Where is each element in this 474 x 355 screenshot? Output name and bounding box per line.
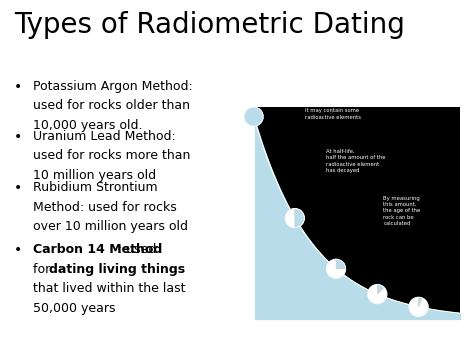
Text: dating living things: dating living things (49, 263, 185, 276)
Text: used for rocks older than: used for rocks older than (33, 99, 190, 113)
Text: Method: used for rocks: Method: used for rocks (33, 201, 177, 214)
Wedge shape (244, 107, 263, 126)
Text: that lived within the last: that lived within the last (33, 282, 186, 295)
Wedge shape (419, 297, 422, 307)
X-axis label: Time (half-lives): Time (half-lives) (332, 332, 382, 337)
Text: 10,000 years old.: 10,000 years old. (33, 119, 143, 132)
Text: •: • (14, 80, 22, 94)
Wedge shape (409, 297, 428, 316)
Text: used for rocks more than: used for rocks more than (33, 149, 191, 162)
Wedge shape (368, 285, 387, 304)
Text: 10 million years old: 10 million years old (33, 169, 156, 182)
Wedge shape (327, 259, 346, 278)
Wedge shape (336, 259, 346, 269)
Text: •: • (14, 130, 22, 143)
Wedge shape (285, 208, 295, 228)
Text: 50,000 years: 50,000 years (33, 302, 116, 315)
Text: over 10 million years old: over 10 million years old (33, 220, 188, 233)
Text: Carbon 14 Method: Carbon 14 Method (33, 243, 163, 256)
Text: When rock forms,
it may contain some
radioactive elements: When rock forms, it may contain some rad… (305, 102, 361, 120)
Wedge shape (377, 285, 384, 294)
Text: At half-life,
half the amount of the
radioactive element
has decayed: At half-life, half the amount of the rad… (326, 149, 385, 173)
Text: Uranium Lead Method:: Uranium Lead Method: (33, 130, 176, 143)
Y-axis label: Radioactive dating: Radioactive dating (228, 184, 233, 242)
Text: By measuring
this amount,
the age of the
rock can be
calculated: By measuring this amount, the age of the… (383, 196, 421, 226)
Text: Types of Radiometric Dating: Types of Radiometric Dating (14, 11, 405, 39)
Text: •: • (14, 243, 22, 257)
Text: •: • (14, 181, 22, 195)
Text: Potassium Argon Method:: Potassium Argon Method: (33, 80, 193, 93)
Text: : used: : used (118, 243, 156, 256)
Text: Rubidium Strontium: Rubidium Strontium (33, 181, 158, 194)
Wedge shape (295, 208, 304, 228)
Text: for: for (33, 263, 55, 276)
